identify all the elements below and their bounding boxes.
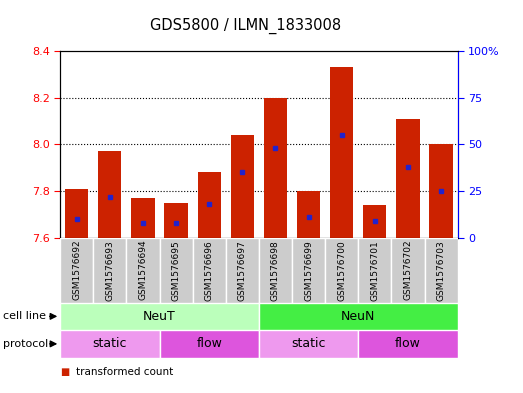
Text: static: static [93,337,127,351]
Bar [98,151,121,238]
Text: NeuT: NeuT [143,310,176,323]
Text: GSM1576697: GSM1576697 [238,240,247,301]
Bar [259,303,458,330]
Bar [425,238,458,303]
Text: GSM1576692: GSM1576692 [72,240,81,301]
Bar [259,330,358,358]
Bar [60,330,160,358]
Text: flow: flow [395,337,421,351]
Text: transformed count: transformed count [76,367,173,377]
Text: GSM1576696: GSM1576696 [204,240,214,301]
Bar [358,238,391,303]
Bar [93,238,127,303]
Bar [160,238,192,303]
Bar [65,189,88,238]
Text: GSM1576700: GSM1576700 [337,240,346,301]
Bar [192,238,226,303]
Bar [391,238,425,303]
Bar [127,238,160,303]
Text: static: static [291,337,326,351]
Text: flow: flow [196,337,222,351]
Text: GSM1576695: GSM1576695 [172,240,180,301]
Bar [292,238,325,303]
Text: protocol: protocol [3,339,48,349]
Bar [231,135,254,238]
Bar [60,238,93,303]
Bar [325,238,358,303]
Bar [264,98,287,238]
Text: GSM1576698: GSM1576698 [271,240,280,301]
Bar [429,144,453,238]
Bar [297,191,320,238]
Bar [358,330,458,358]
Text: GSM1576694: GSM1576694 [139,240,147,301]
Bar [60,303,259,330]
Bar [396,119,419,238]
Text: GSM1576703: GSM1576703 [437,240,446,301]
Bar [131,198,155,238]
Bar [259,238,292,303]
Bar [330,68,354,238]
Bar [160,330,259,358]
Text: GSM1576701: GSM1576701 [370,240,379,301]
Text: ■: ■ [60,367,70,377]
Text: GSM1576693: GSM1576693 [105,240,115,301]
Bar [164,203,188,238]
Bar [226,238,259,303]
Bar [198,173,221,238]
Bar [363,205,386,238]
Text: NeuN: NeuN [341,310,376,323]
Text: cell line: cell line [3,311,46,321]
Text: GSM1576702: GSM1576702 [403,240,413,301]
Text: GDS5800 / ILMN_1833008: GDS5800 / ILMN_1833008 [150,18,342,34]
Text: GSM1576699: GSM1576699 [304,240,313,301]
